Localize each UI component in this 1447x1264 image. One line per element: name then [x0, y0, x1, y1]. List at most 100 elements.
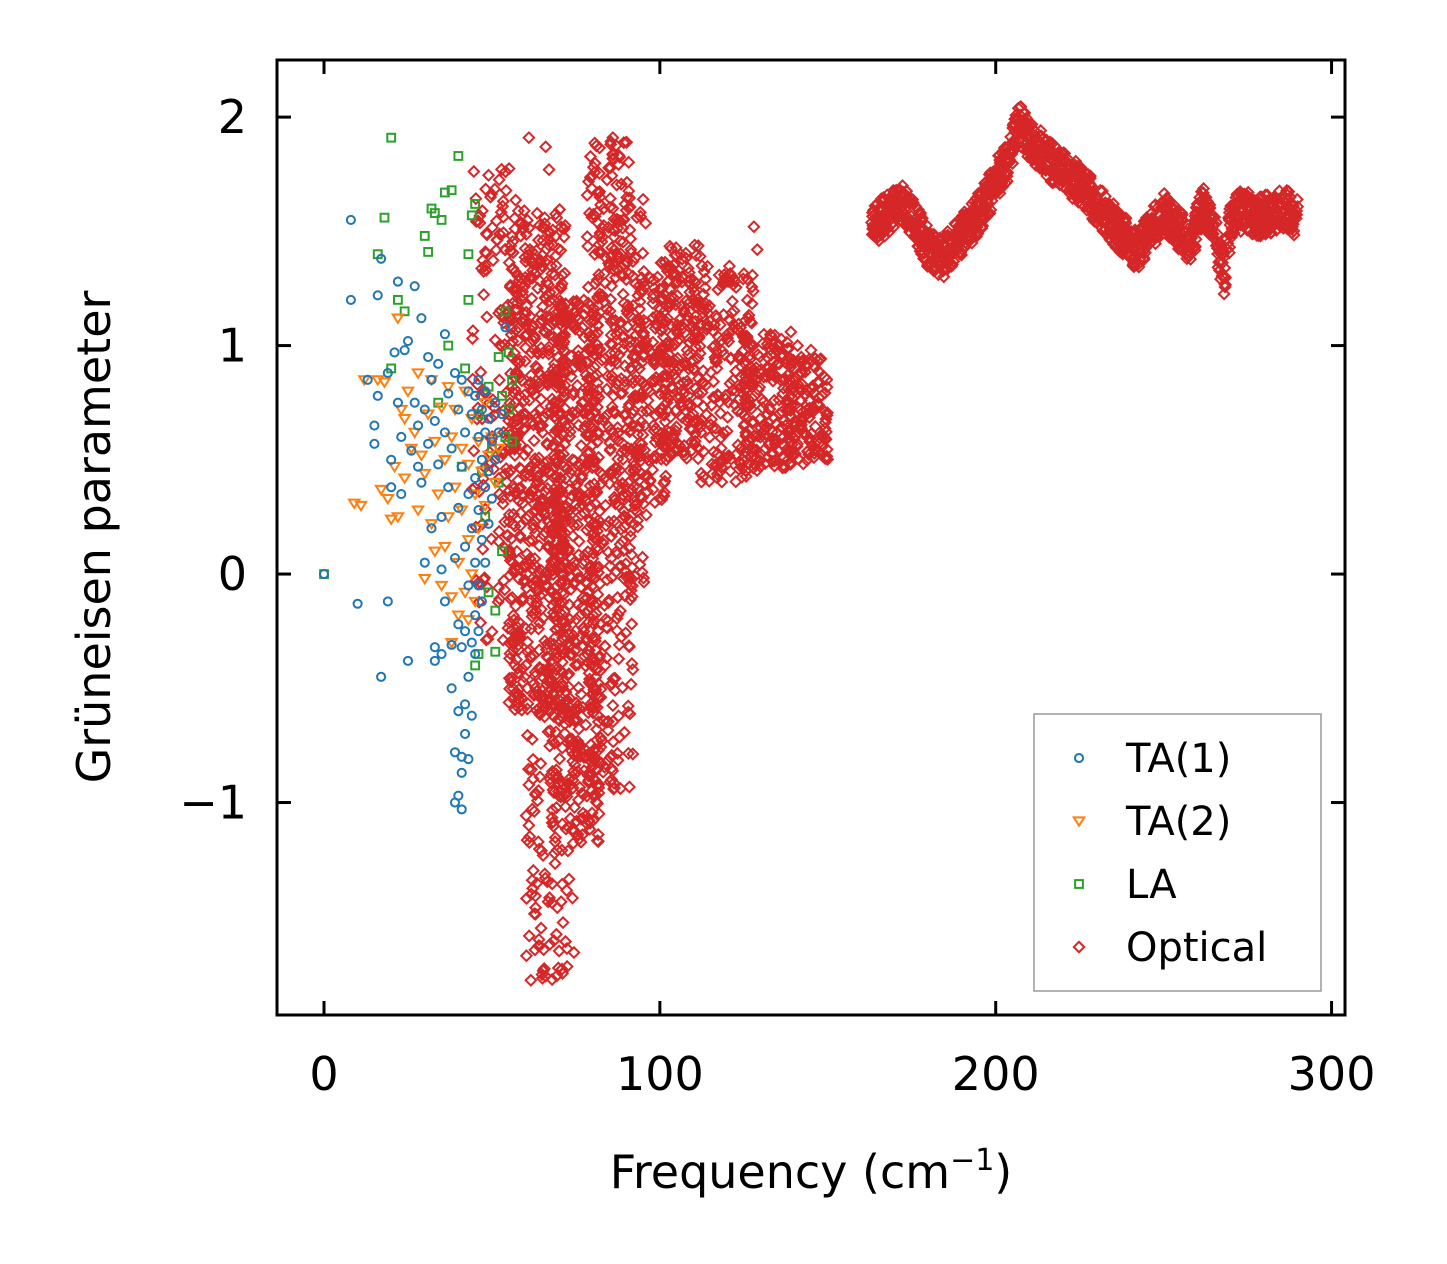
data-point-optical [1112, 206, 1126, 220]
data-point-optical [747, 220, 761, 234]
data-point-optical [583, 479, 597, 493]
data-point-optical [570, 378, 584, 393]
data-point-ta-1- [436, 564, 447, 575]
data-point-optical [878, 211, 892, 225]
data-point-optical [643, 384, 657, 398]
data-point-optical [1020, 143, 1034, 157]
data-point-optical [681, 261, 695, 275]
data-point-optical [1025, 140, 1039, 155]
data-point-optical [594, 690, 608, 704]
data-point-optical [549, 763, 564, 777]
data-point-optical [1047, 162, 1061, 176]
data-point-optical [541, 684, 556, 698]
data-point-optical [791, 354, 806, 368]
data-point-optical [1150, 230, 1164, 244]
data-point-optical [619, 422, 633, 436]
data-point-optical [746, 339, 760, 353]
data-point-optical [712, 395, 727, 409]
data-point-ta-1- [480, 557, 491, 568]
data-point-optical [621, 320, 635, 334]
data-point-optical [880, 188, 894, 202]
data-point-ta-2- [464, 414, 479, 426]
data-point-optical [693, 339, 707, 353]
data-point-optical [613, 537, 627, 552]
data-point-optical [669, 322, 683, 336]
data-point-optical [577, 649, 591, 663]
data-point-optical [656, 438, 670, 452]
data-point-optical [488, 182, 502, 196]
data-point-optical [716, 454, 730, 468]
data-point-optical [557, 311, 572, 325]
data-point-ta-1- [463, 489, 474, 500]
data-point-optical [763, 402, 777, 416]
data-point-optical [872, 229, 886, 243]
data-point-optical [695, 259, 709, 273]
data-point-optical [532, 932, 546, 947]
data-point-optical [637, 264, 651, 279]
data-point-optical [604, 135, 618, 149]
data-point-optical [664, 380, 678, 395]
data-point-optical [745, 371, 759, 385]
data-point-ta-2- [444, 637, 459, 650]
data-point-optical [614, 177, 628, 191]
data-point-optical [531, 347, 545, 361]
data-point-ta-1- [376, 253, 387, 264]
data-point-optical [612, 652, 626, 666]
data-point-optical [794, 393, 808, 408]
data-point-optical [1137, 251, 1151, 265]
data-point-ta-2- [491, 443, 506, 455]
data-point-optical [631, 288, 645, 303]
data-point-optical [745, 280, 759, 294]
data-point-optical [580, 446, 595, 460]
data-point-optical [899, 217, 914, 231]
data-point-optical [550, 969, 564, 983]
data-point-optical [674, 399, 688, 413]
data-point-optical [504, 675, 518, 689]
data-point-optical [1023, 130, 1038, 144]
data-point-optical [569, 624, 583, 638]
data-point-optical [520, 547, 534, 561]
data-point-optical [627, 403, 641, 418]
data-point-optical [529, 244, 543, 258]
data-point-optical [1040, 169, 1054, 183]
data-point-optical [654, 452, 668, 466]
data-point-optical [768, 328, 782, 342]
data-point-optical [703, 430, 717, 444]
data-point-ta-1- [423, 351, 434, 363]
data-point-optical [739, 396, 753, 411]
data-point-optical [467, 444, 481, 458]
data-point-optical [633, 284, 648, 299]
data-point-optical [805, 382, 819, 396]
data-point-optical [562, 714, 577, 729]
data-point-optical [686, 354, 701, 368]
data-point-optical [606, 201, 620, 215]
data-point-optical [926, 261, 940, 275]
data-point-la [507, 436, 517, 447]
data-point-optical [591, 513, 606, 527]
data-point-optical [636, 571, 651, 585]
data-point-optical [1218, 277, 1232, 291]
data-point-optical [627, 517, 641, 531]
data-point-optical [514, 481, 528, 495]
data-point-optical [941, 228, 955, 242]
data-point-optical [893, 183, 908, 197]
data-point-ta-1- [429, 415, 440, 427]
data-point-ta-1- [392, 397, 403, 408]
data-point-optical [598, 498, 613, 512]
data-point-optical [616, 330, 630, 344]
data-point-optical [608, 671, 622, 685]
data-point-optical [593, 198, 608, 212]
data-point-optical [677, 439, 691, 453]
data-point-ta-1- [416, 313, 427, 324]
data-point-optical [496, 226, 511, 240]
data-point-optical [640, 469, 654, 483]
data-point-ta-2- [437, 541, 452, 554]
data-point-ta-1- [389, 347, 400, 358]
data-point-optical [656, 488, 670, 502]
data-point-optical [1162, 230, 1176, 245]
data-point-optical [598, 658, 612, 673]
data-point-optical [1098, 202, 1112, 216]
data-point-optical [616, 342, 630, 356]
data-point-optical [606, 131, 620, 145]
data-point-optical [590, 326, 604, 340]
